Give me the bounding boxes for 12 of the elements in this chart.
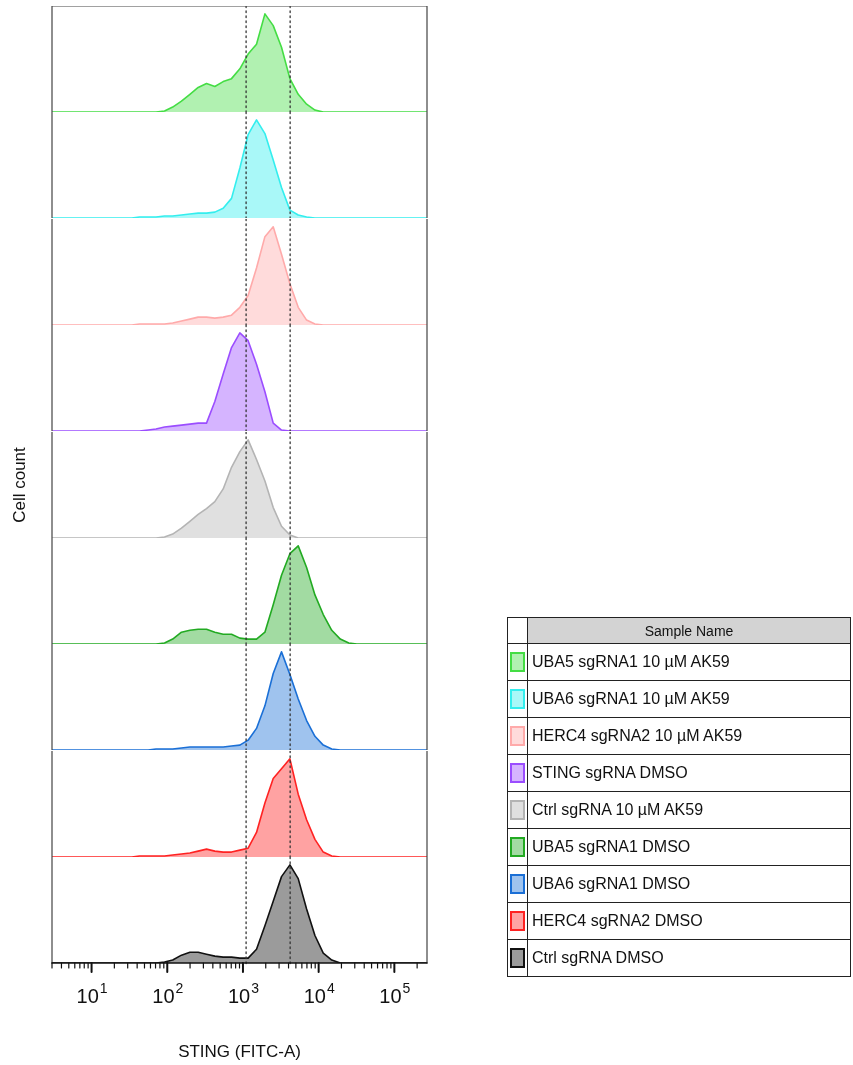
legend-label: UBA5 sgRNA1 DMSO	[527, 828, 851, 866]
x-axis-title: STING (FITC-A)	[178, 1042, 301, 1062]
legend-label: UBA5 sgRNA1 10 µM AK59	[527, 643, 851, 681]
legend-label: UBA6 sgRNA1 DMSO	[527, 865, 851, 903]
legend-label: HERC4 sgRNA2 DMSO	[527, 902, 851, 940]
legend-label: HERC4 sgRNA2 10 µM AK59	[527, 717, 851, 755]
legend-label: Ctrl sgRNA 10 µM AK59	[527, 791, 851, 829]
legend-label: UBA6 sgRNA1 10 µM AK59	[527, 680, 851, 718]
legend-title: Sample Name	[527, 617, 851, 644]
y-axis-title: Cell count	[10, 446, 30, 525]
legend-label: Ctrl sgRNA DMSO	[527, 939, 851, 977]
legend-label: STING sgRNA DMSO	[527, 754, 851, 792]
